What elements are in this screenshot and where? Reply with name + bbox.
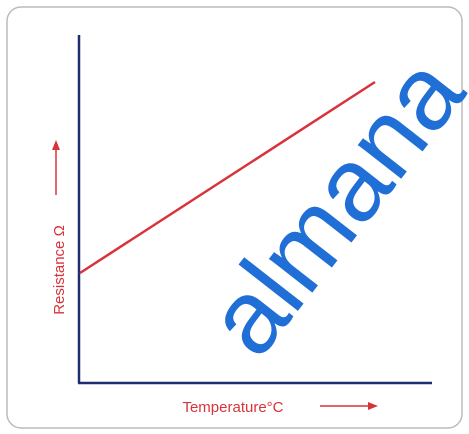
- y-axis-label: Resistance Ω: [51, 225, 68, 315]
- frame: [6, 6, 463, 429]
- resistance-line: [79, 80, 376, 275]
- x-axis-label: Temperature°C: [182, 399, 283, 416]
- x-arrow-head: [368, 402, 378, 410]
- y-arrow-head: [52, 140, 60, 150]
